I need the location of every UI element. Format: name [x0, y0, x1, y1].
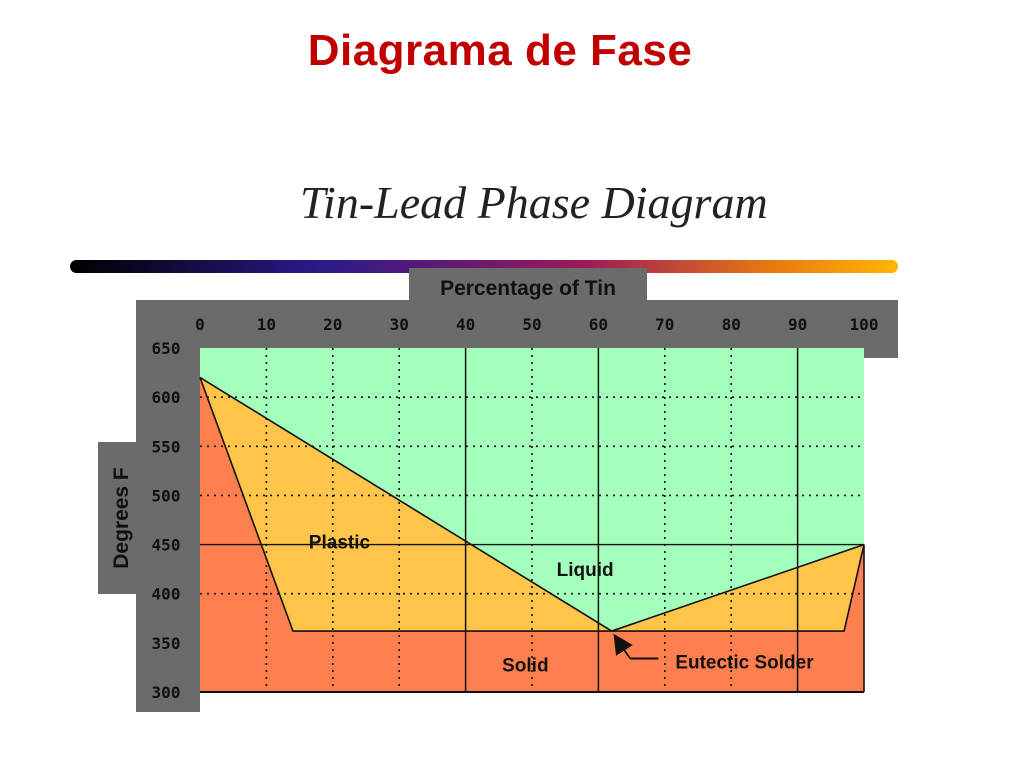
x-tick-label: 60 [589, 315, 608, 334]
y-tick-label: 600 [152, 388, 181, 407]
plastic-label: Plastic [309, 533, 371, 554]
slide-title: Diagrama de Fase [307, 26, 693, 75]
liquid-label: Liquid [557, 560, 614, 581]
x-tick-label: 10 [257, 315, 276, 334]
y-tick-labels: 650 600 550 500 450 400 350 300 [152, 339, 181, 702]
solid-label: Solid [502, 655, 548, 676]
y-tick-label: 550 [152, 437, 181, 456]
x-tick-label: 90 [788, 315, 807, 334]
y-tick-label: 400 [152, 585, 181, 604]
y-tick-label: 350 [152, 634, 181, 653]
plot-area [199, 348, 865, 693]
region-labels: Liquid Plastic Solid Eutectic Solder [309, 533, 814, 677]
x-tick-labels: 0 10 20 30 40 50 60 70 80 90 100 [195, 315, 878, 334]
plastic-region [200, 377, 864, 692]
x-tick-label: 80 [722, 315, 741, 334]
x-tick-label: 0 [195, 315, 205, 334]
solidus-line [199, 377, 865, 632]
y-tick-label: 450 [152, 536, 181, 555]
y-tick-label: 300 [152, 683, 181, 702]
x-tick-label: 40 [456, 315, 475, 334]
y-tick-label: 500 [152, 486, 181, 505]
x-tick-label: 20 [323, 315, 342, 334]
chart-title: Tin-Lead Phase Diagram [300, 177, 768, 228]
y-tick-label: 650 [152, 339, 181, 358]
y-axis-band [136, 300, 200, 712]
x-tick-label: 50 [522, 315, 541, 334]
figure-panel: Tin-Lead Phase Diagram Percentage of Tin… [18, 76, 978, 766]
x-axis-title-tab [409, 268, 647, 306]
y-axis-title: Degrees F [110, 467, 133, 569]
x-axis-title: Percentage of Tin [440, 277, 616, 300]
x-tick-label: 70 [655, 315, 674, 334]
x-tick-label: 100 [850, 315, 879, 334]
phase-diagram-chart: Tin-Lead Phase Diagram Percentage of Tin… [70, 177, 898, 712]
gradient-divider [70, 260, 898, 273]
x-tick-label: 30 [390, 315, 409, 334]
eutectic-solder-label: Eutectic Solder [675, 653, 814, 674]
eutectic-arrow [613, 633, 659, 660]
y-axis-title-tab [98, 442, 142, 594]
